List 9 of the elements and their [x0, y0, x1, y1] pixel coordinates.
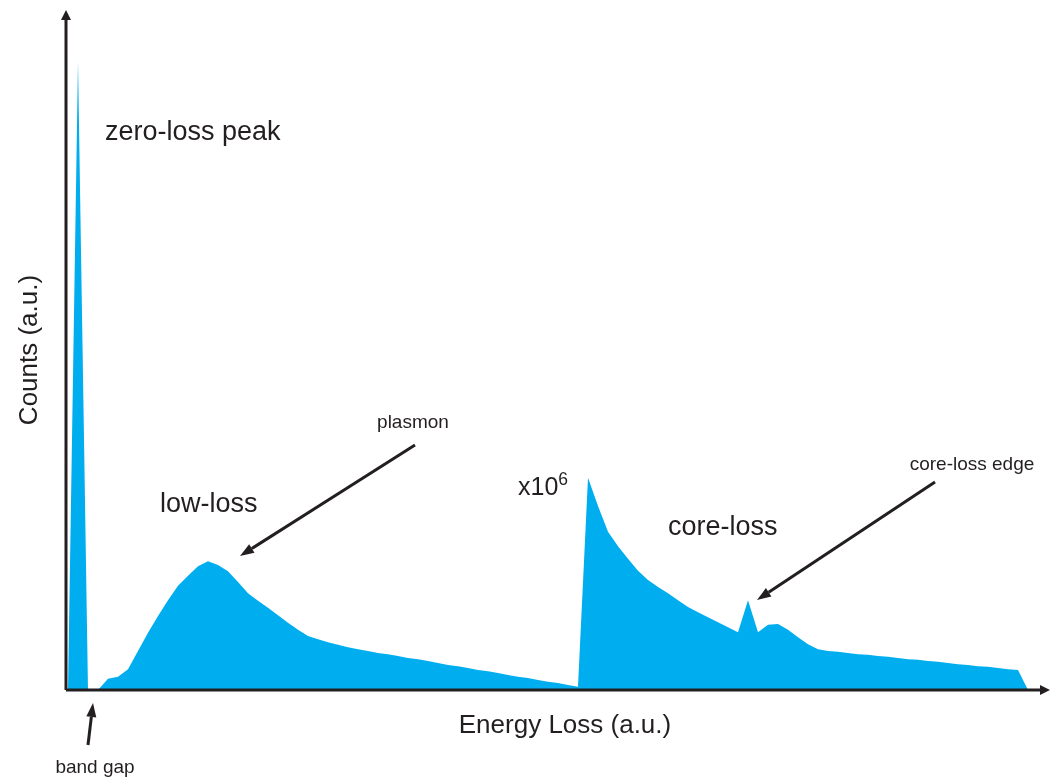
- annotation: zero-loss peak: [105, 116, 282, 146]
- x-axis-title: Energy Loss (a.u.): [458, 709, 672, 739]
- annotation: core-loss edge: [909, 453, 1035, 474]
- annotation: x10$^{6}$: [518, 469, 569, 500]
- text: band gap: [55, 756, 135, 777]
- annotation: core-loss: [668, 511, 778, 541]
- annotation: plasmon: [377, 411, 449, 432]
- y-axis-title: Counts (a.u.): [13, 274, 43, 426]
- annotation: low-loss: [160, 488, 258, 518]
